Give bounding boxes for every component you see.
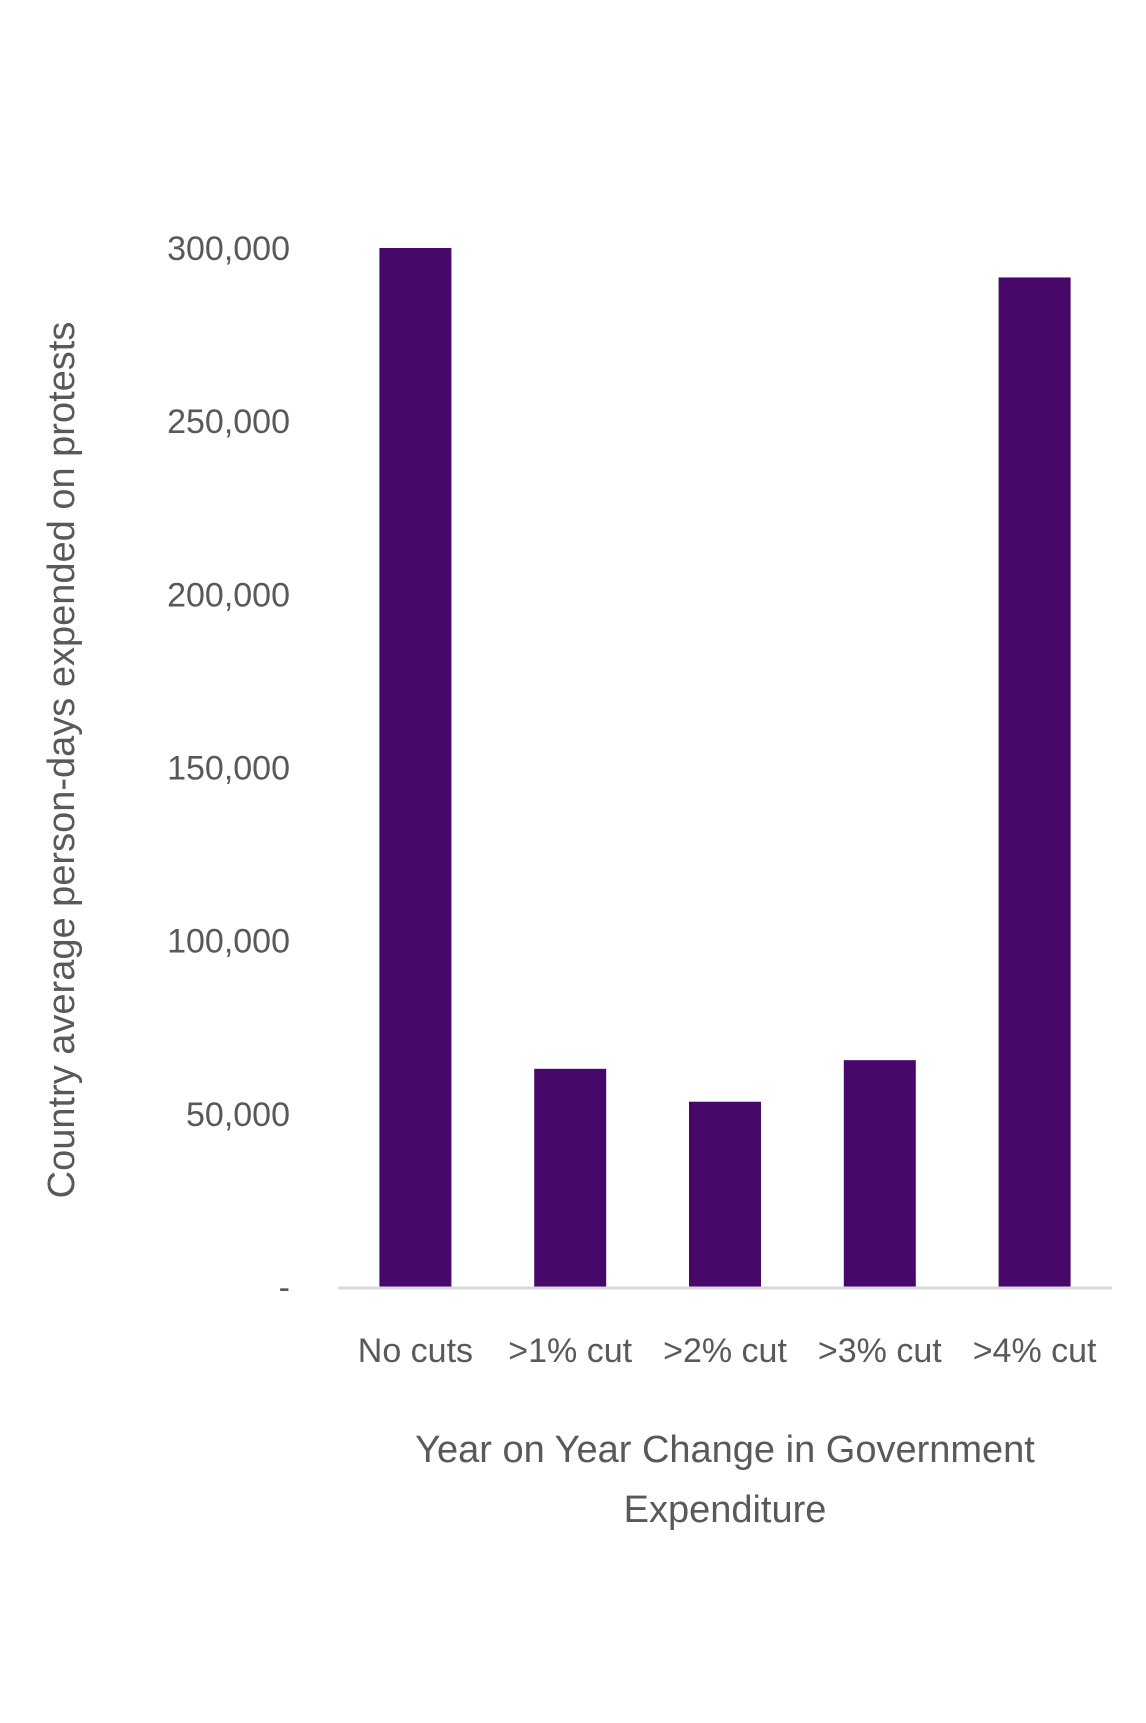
y-tick-label-4: 200,000 xyxy=(167,576,290,614)
y-tick-label-6: 300,000 xyxy=(167,230,290,268)
bar-3 xyxy=(843,1060,916,1287)
y-axis-title: Country average person-days expended on … xyxy=(41,322,83,1199)
y-axis-ticks: - 50,000 100,000 150,000 200,000 250,000 300,0… xyxy=(167,230,290,1307)
bar-0 xyxy=(379,248,452,1287)
y-tick-label-0: - xyxy=(279,1269,290,1307)
x-category-label-3: >3% cut xyxy=(818,1332,942,1370)
y-tick-label-3: 150,000 xyxy=(167,750,290,788)
x-axis-title: Year on Year Change in Government Expendi… xyxy=(415,1429,1035,1531)
x-axis-title-line-2: Expenditure xyxy=(624,1489,827,1531)
bar-2 xyxy=(689,1101,761,1287)
x-category-label-2: >2% cut xyxy=(663,1332,787,1370)
x-axis-categories: No cuts >1% cut >2% cut >3% cut >4% cut xyxy=(358,1332,1097,1370)
bar-4 xyxy=(998,277,1071,1287)
bar-1 xyxy=(534,1068,607,1287)
x-category-label-1: >1% cut xyxy=(508,1332,632,1370)
x-category-label-4: >4% cut xyxy=(973,1332,1097,1370)
y-tick-label-2: 100,000 xyxy=(167,923,290,961)
bars xyxy=(379,248,1071,1287)
x-axis-title-line-1: Year on Year Change in Government xyxy=(415,1429,1035,1471)
y-tick-label-1: 50,000 xyxy=(186,1096,290,1134)
x-category-label-0: No cuts xyxy=(358,1332,473,1370)
y-tick-label-5: 250,000 xyxy=(167,403,290,441)
